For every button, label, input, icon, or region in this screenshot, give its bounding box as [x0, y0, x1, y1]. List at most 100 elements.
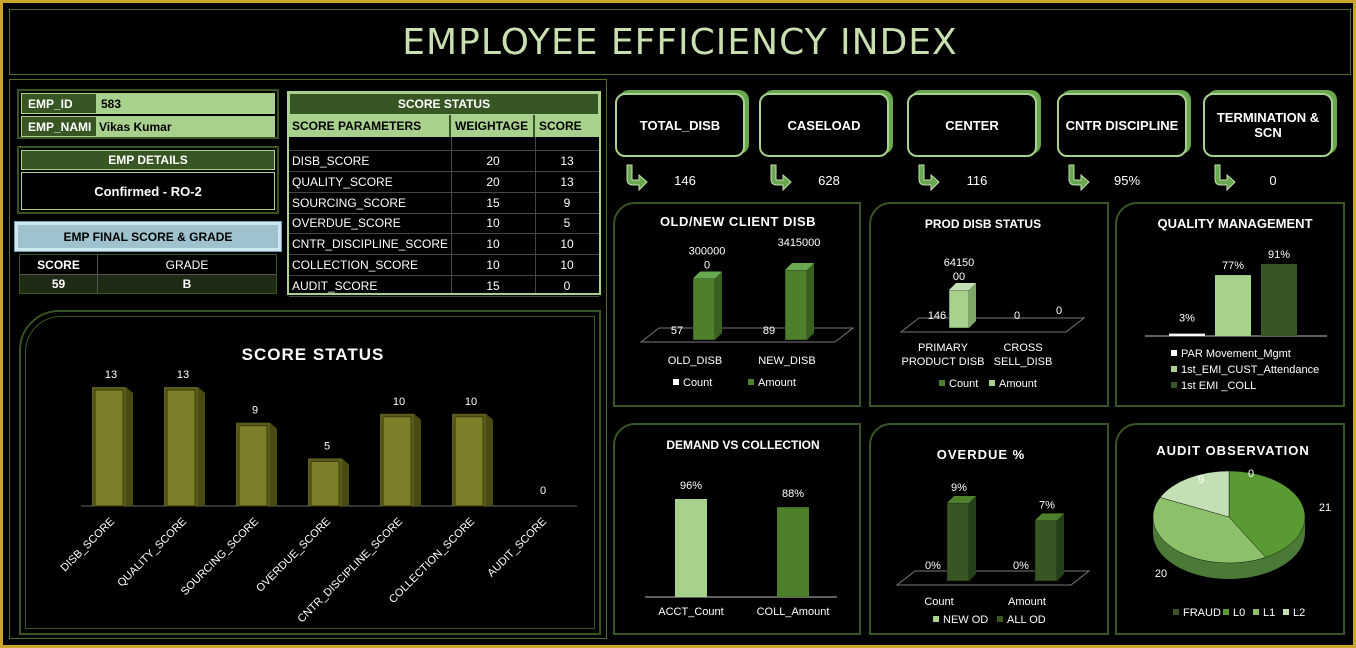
legend-swatch — [939, 380, 945, 386]
category-label: OVERDUE_SCORE — [254, 516, 333, 595]
data-label: 96% — [680, 480, 702, 492]
table-row: DISB_SCORE 20 13 — [289, 151, 599, 172]
kpi-value: 628 — [818, 173, 840, 188]
row-weightage: 10 — [486, 237, 500, 252]
legend-label: L2 — [1293, 607, 1305, 619]
data-label: 3% — [1179, 313, 1195, 325]
category-label: OLD_DISB — [668, 355, 722, 367]
bar-all-od-top — [947, 496, 976, 503]
data-label: 0 — [1248, 468, 1254, 480]
bar — [1215, 275, 1251, 336]
data-label: 0 — [1014, 310, 1020, 322]
data-label: 64150 00 — [944, 257, 975, 283]
legend-swatch — [1171, 350, 1177, 356]
legend-swatch — [673, 379, 679, 385]
score-status-table: SCORE STATUS SCORE PARAMETERS WEIGHTAGE … — [287, 91, 601, 297]
emp-id-value[interactable]: 583 — [97, 93, 275, 114]
title-bar: EMPLOYEE EFFICIENCY INDEX — [9, 9, 1351, 75]
row-weightage: 15 — [486, 278, 500, 293]
legend-label: L0 — [1233, 607, 1245, 619]
legend-label: L1 — [1263, 607, 1275, 619]
turn-arrow-icon — [918, 164, 940, 191]
row-param: DISB_SCORE — [292, 154, 370, 168]
row-param: AUDIT_SCORE — [292, 278, 378, 293]
bar-amount — [692, 278, 716, 341]
row-score: 13 — [560, 174, 574, 189]
table-row: CNTR_DISCIPLINE_SCORE 10 10 — [289, 234, 599, 256]
kpi-value: 146 — [674, 173, 696, 188]
turn-arrow-icon — [1068, 164, 1090, 191]
row-param: SOURCING_SCORE — [292, 195, 407, 210]
row-score: 9 — [563, 195, 571, 210]
row-weightage: 10 — [486, 258, 500, 272]
kpi-value: 116 — [966, 173, 988, 188]
table-row: QUALITY_SCORE 20 13 — [289, 172, 599, 193]
legend-swatch — [1223, 609, 1229, 615]
emp-id-label: EMP_ID — [21, 93, 97, 114]
header-score-parameters: SCORE PARAMETERS — [289, 115, 451, 137]
quality-management-panel: QUALITY MANAGEMENT 3% 77% 91% PAR Movement_M… — [1115, 202, 1345, 407]
legend-label: Count — [949, 378, 978, 390]
table-row: COLLECTION_SCORE 10 10 — [289, 255, 599, 276]
bar-all-od-side — [1057, 513, 1064, 581]
quality-management-chart: QUALITY MANAGEMENT 3% 77% 91% PAR Movement_M… — [1145, 216, 1327, 392]
kpi-value: 95% — [1113, 173, 1141, 188]
score-status-inner-frame — [25, 316, 595, 629]
row-param: COLLECTION_SCORE — [292, 258, 419, 272]
bar-amount-side — [807, 263, 814, 340]
score-value: 59 — [20, 275, 98, 293]
row-weightage: 20 — [486, 174, 500, 189]
chart-title: SCORE STATUS — [242, 345, 385, 364]
old-new-client-disb-panel: OLD/NEW CLIENT DISB 57 300000 0 OLD_DISB 89 34… — [613, 202, 861, 407]
pie-slice — [1159, 470, 1230, 518]
demand-vs-collection-chart: DEMAND VS COLLECTION 96% ACCT_Count 88% COLL… — [645, 438, 837, 618]
score-status-chart: SCORE STATUS 13 DISB_SCORE 13 QUALITY_SCORE 9… — [58, 345, 577, 625]
chart-title: DEMAND VS COLLECTION — [666, 438, 819, 452]
data-label: 3415000 — [778, 237, 821, 249]
legend-swatch — [933, 616, 939, 622]
legend-label: NEW OD — [943, 614, 988, 626]
pie-slice — [1152, 497, 1266, 564]
data-label: 13 — [177, 369, 189, 381]
bar-amount-side — [715, 271, 722, 340]
pie-slice — [1228, 470, 1306, 558]
category-label: AUDIT_SCORE — [485, 516, 549, 580]
data-label: 0 — [1056, 305, 1062, 317]
data-label: 9% — [951, 482, 967, 494]
emp-name-value[interactable]: Vikas Kumar — [97, 116, 275, 137]
row-score: 0 — [563, 278, 571, 293]
score-table-title: SCORE STATUS — [289, 93, 599, 115]
legend-label: 1st_EMI_CUST_Attendance — [1181, 364, 1319, 376]
data-label: 7% — [1039, 499, 1055, 511]
category-label: COLL_Amount — [757, 606, 830, 618]
bar — [382, 416, 412, 507]
legend-swatch — [1173, 609, 1179, 615]
legend-label: FRAUD — [1183, 607, 1221, 619]
category-label: QUALITY_SCORE — [115, 516, 189, 590]
kpi-card: TOTAL_DISB — [615, 93, 745, 157]
data-label: 57 — [671, 325, 683, 337]
bar-amount — [948, 289, 970, 329]
overdue-percent-chart: OVERDUE % 0% 9% Count 0% 7% Amount NEW OD ALL OD — [895, 447, 1091, 626]
bar-side — [126, 387, 133, 506]
row-weightage: 20 — [486, 154, 500, 168]
data-label: 13 — [105, 369, 117, 381]
kpi-value: 0 — [1269, 173, 1277, 188]
chart-floor — [895, 570, 1091, 586]
bar-side — [342, 458, 349, 506]
bar-side — [414, 413, 421, 506]
score-status-chart-panel: SCORE STATUS 13 DISB_SCORE 13 QUALITY_SCORE 9… — [19, 310, 601, 635]
row-score: 10 — [560, 258, 574, 272]
data-label: 91% — [1268, 249, 1290, 261]
row-param: OVERDUE_SCORE — [292, 216, 401, 231]
demand-vs-collection-panel: DEMAND VS COLLECTION 96% ACCT_Count 88% COLL… — [613, 423, 861, 635]
bar — [166, 389, 196, 507]
left-section-frame — [9, 79, 607, 639]
legend-label: PAR Movement_Mgmt — [1181, 348, 1291, 360]
emp-id-block: EMP_ID 583 EMP_NAMI Vikas Kumar — [17, 89, 279, 139]
chart-title: PROD DISB STATUS — [925, 217, 1041, 231]
chart-title: OVERDUE % — [937, 447, 1025, 462]
bar — [675, 499, 707, 597]
category-label: NEW_DISB — [758, 355, 815, 367]
row-weightage: 15 — [486, 195, 500, 210]
